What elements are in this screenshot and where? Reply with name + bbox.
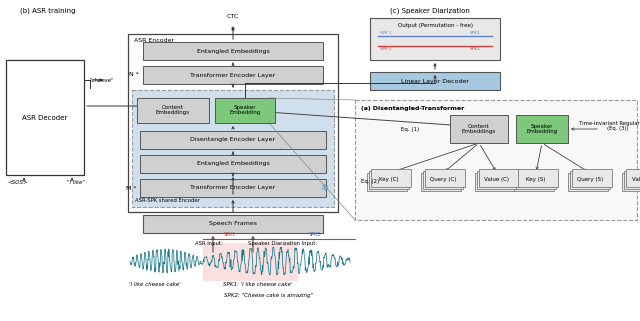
Text: "cheese": "cheese"	[90, 77, 115, 82]
Text: Speaker
Embedding: Speaker Embedding	[229, 105, 260, 116]
Bar	[626, 169, 640, 187]
Bar	[140, 155, 326, 173]
Bar	[450, 115, 508, 143]
Text: Entangled Embeddings: Entangled Embeddings	[196, 161, 269, 167]
Text: Linear Layer Decoder: Linear Layer Decoder	[401, 79, 469, 83]
Bar	[477, 171, 517, 189]
Text: Key (S): Key (S)	[526, 178, 546, 183]
Text: Eq. (1): Eq. (1)	[401, 126, 419, 132]
Bar	[132, 90, 334, 207]
Text: SPK2: SPK2	[470, 47, 481, 51]
Bar	[624, 171, 640, 189]
Text: Content
Embeddings: Content Embeddings	[462, 124, 496, 134]
Text: SPK1: 'I like cheese cake': SPK1: 'I like cheese cake'	[223, 282, 292, 287]
Bar	[143, 42, 323, 60]
Text: Value (S): Value (S)	[632, 178, 640, 183]
Text: Speaker Diarization Input:: Speaker Diarization Input:	[248, 240, 317, 246]
Text: Eq. (2): Eq. (2)	[361, 179, 379, 185]
Bar	[369, 171, 409, 189]
Bar	[128, 34, 338, 212]
Text: SPK 2: SPK 2	[380, 47, 392, 51]
Text: Content
Embeddings: Content Embeddings	[156, 105, 190, 116]
Text: ASR-SPK shared Encoder: ASR-SPK shared Encoder	[135, 198, 200, 203]
Text: ❄: ❄	[320, 183, 328, 193]
Text: SPK2: SPK2	[309, 232, 321, 238]
Bar	[475, 173, 515, 191]
Bar	[572, 169, 612, 187]
Text: N *: N *	[129, 73, 139, 77]
Text: Disentangle Encoder Layer: Disentangle Encoder Layer	[191, 137, 276, 143]
Text: 'I like cheese cake': 'I like cheese cake'	[129, 282, 181, 287]
Text: Output (Permutation - free): Output (Permutation - free)	[397, 23, 472, 29]
Text: SPK2: "Cheese cake is amazing": SPK2: "Cheese cake is amazing"	[223, 292, 312, 298]
Bar	[570, 171, 610, 189]
Bar	[516, 171, 556, 189]
Text: Value (C): Value (C)	[484, 178, 509, 183]
Text: Transformer Encoder Layer: Transformer Encoder Layer	[190, 73, 276, 77]
Text: Time-invariant Regularization
(Eq. (3)): Time-invariant Regularization (Eq. (3))	[579, 121, 640, 131]
Bar	[140, 179, 326, 197]
Text: SPK 1: SPK 1	[380, 31, 392, 35]
Bar	[215, 98, 275, 123]
Bar	[370, 72, 500, 90]
Text: SPK1: SPK1	[470, 31, 481, 35]
Text: Query (S): Query (S)	[577, 178, 603, 183]
Bar	[421, 173, 461, 191]
Bar	[203, 243, 298, 281]
Text: Query (C): Query (C)	[430, 178, 456, 183]
Text: SPK1: SPK1	[224, 232, 236, 238]
Bar	[355, 100, 637, 220]
Text: (a) Disentangled-Transformer: (a) Disentangled-Transformer	[361, 106, 464, 111]
Text: "I like": "I like"	[67, 180, 85, 186]
Bar	[370, 18, 500, 60]
Text: (b) ASR training: (b) ASR training	[20, 7, 76, 13]
Bar	[371, 169, 411, 187]
Text: ASR Input:: ASR Input:	[195, 240, 223, 246]
Text: Entangled Embeddings: Entangled Embeddings	[196, 48, 269, 54]
Text: Speech Frames: Speech Frames	[209, 221, 257, 227]
Text: Speaker
Embedding: Speaker Embedding	[526, 124, 557, 134]
Bar	[143, 215, 323, 233]
Bar	[479, 169, 519, 187]
Bar	[425, 169, 465, 187]
Bar	[6, 60, 84, 175]
Bar	[622, 173, 640, 191]
Bar	[140, 131, 326, 149]
Text: <SOS>: <SOS>	[8, 180, 28, 186]
Bar	[143, 66, 323, 84]
Bar	[516, 115, 568, 143]
Bar	[423, 171, 463, 189]
Bar	[367, 173, 407, 191]
Text: CTC: CTC	[227, 14, 239, 20]
Bar	[518, 169, 558, 187]
Text: (c) Speaker Diarization: (c) Speaker Diarization	[390, 7, 470, 13]
Text: M *: M *	[125, 186, 136, 190]
Bar	[514, 173, 554, 191]
Text: ASR Encoder: ASR Encoder	[134, 38, 174, 43]
Text: Key (C): Key (C)	[379, 178, 399, 183]
Bar	[137, 98, 209, 123]
Text: Transformer Encoder Layer: Transformer Encoder Layer	[190, 186, 276, 190]
Text: ASR Decoder: ASR Decoder	[22, 115, 68, 120]
Bar	[568, 173, 608, 191]
